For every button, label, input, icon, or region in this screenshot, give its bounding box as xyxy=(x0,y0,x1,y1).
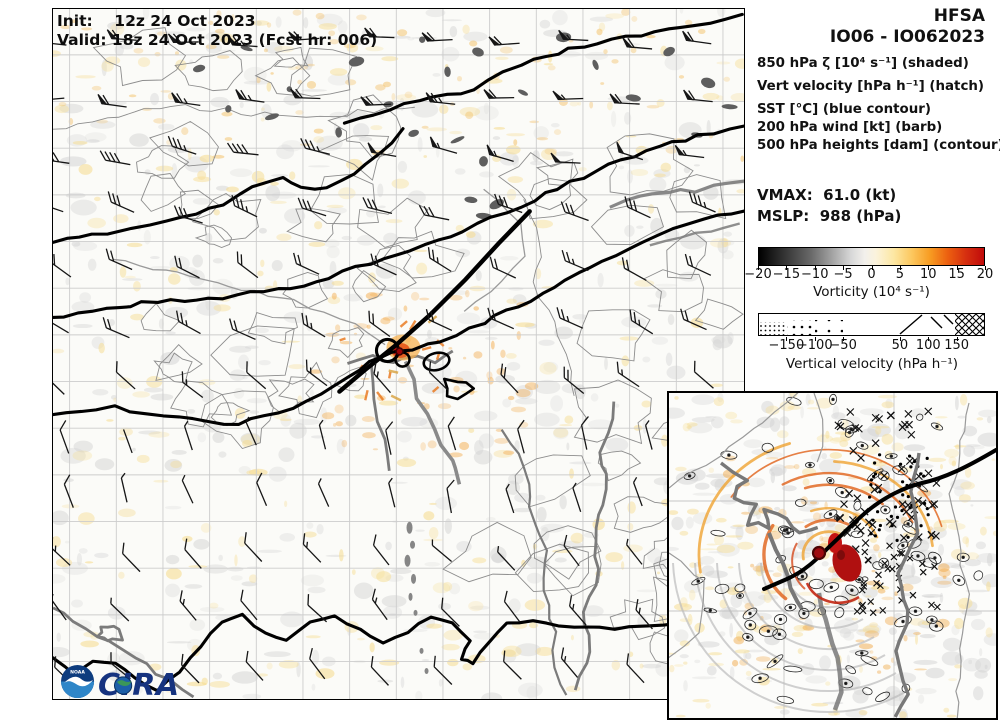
colorbar-tick-label: 10 xyxy=(919,267,937,282)
legend-line: 500 hPa heights [dam] (contour) xyxy=(757,138,1000,153)
noaa-logo-text: NOAA xyxy=(70,669,85,675)
hatchbar-canvas xyxy=(759,314,984,335)
colorbar-tick xyxy=(871,266,873,270)
storm-inset-panel xyxy=(667,391,998,720)
colorbar-tick-label: −10 xyxy=(801,267,829,282)
colorbar-tick-label: 5 xyxy=(895,267,905,282)
field-legend: 850 hPa ζ [10⁴ s⁻¹] (shaded) Vert velocit… xyxy=(757,56,1000,156)
vorticity-colorbar-ticks: −20 −15 −10 −5 0 5 10 15 20 xyxy=(744,266,993,283)
noaa-logo: NOAA xyxy=(61,664,95,698)
colorbar-tick xyxy=(956,266,958,270)
main-map-panel: NOAA CIRA xyxy=(52,8,745,700)
model-name: HFSA xyxy=(933,6,985,26)
colorbar-tick xyxy=(758,266,759,270)
hatchbar-tick-label: −50 xyxy=(829,338,857,353)
legend-line: Vert velocity [hPa h⁻¹] (hatch) xyxy=(757,79,985,94)
mslp-value: MSLP: 988 (hPa) xyxy=(757,207,902,225)
legend-line: SST [°C] (blue contour) xyxy=(757,102,932,117)
colorbar-tick-label: −15 xyxy=(772,267,801,282)
hatchbar-tick xyxy=(928,337,930,341)
storm-id: IO06 - IO062023 xyxy=(829,27,985,47)
hatchbar-tick-label: −100 xyxy=(796,338,833,353)
vertical-velocity-hatchbar xyxy=(758,313,985,336)
init-valid-label: Init: 12z 24 Oct 2023 Valid: 18z 24 Oct 2… xyxy=(57,12,377,50)
colorbar-tick-label: −20 xyxy=(744,267,772,282)
cira-logo: CIRA xyxy=(98,668,180,699)
hatchbar-tick-label: 100 xyxy=(915,338,941,353)
colorbar-tick-label: 15 xyxy=(948,267,965,282)
cira-logo-text: CIRA xyxy=(98,668,180,699)
map-canvas: NOAA CIRA xyxy=(53,9,744,699)
hatchbar-tick-label: 50 xyxy=(891,338,909,353)
init-line: Init: 12z 24 Oct 2023 xyxy=(57,12,256,30)
valid-line: Valid: 18z 24 Oct 2023 (Fcst hr: 006) xyxy=(57,31,378,49)
vmax-value: VMAX: 61.0 (kt) xyxy=(757,186,897,204)
legend-line: 850 hPa ζ [10⁴ s⁻¹] (shaded) xyxy=(757,56,969,71)
hatchbar-ticks: −150 −100 −50 50 100 150 xyxy=(758,337,985,354)
colorbar-tick xyxy=(786,266,788,270)
hatchbar-tick xyxy=(899,337,901,341)
vorticity-colorbar xyxy=(758,247,985,266)
colorbar-tick-label: 0 xyxy=(867,267,876,282)
hatchbar-tick-label: 150 xyxy=(944,338,970,353)
hatchbar-tick xyxy=(814,337,816,341)
hatchbar-tick xyxy=(786,337,788,341)
vorticity-colorbar-title: Vorticity (10⁴ s⁻¹) xyxy=(813,284,930,300)
colorbar-tick xyxy=(843,266,845,270)
legend-line: 200 hPa wind [kt] (barb) xyxy=(757,120,943,135)
hatchbar-tick-label: −150 xyxy=(768,338,805,353)
colorbar-tick-label: 20 xyxy=(976,267,994,282)
colorbar-tick xyxy=(814,266,816,270)
hatchbar-tick xyxy=(843,337,845,341)
hatchbar-tick xyxy=(956,337,958,341)
colorbar-tick-label: −5 xyxy=(833,267,853,282)
hatchbar-title: Vertical velocity (hPa h⁻¹) xyxy=(785,356,959,372)
inset-canvas xyxy=(669,393,996,718)
colorbar-tick xyxy=(928,266,930,270)
colorbar-tick xyxy=(899,266,901,270)
colorbar-tick xyxy=(985,266,986,270)
